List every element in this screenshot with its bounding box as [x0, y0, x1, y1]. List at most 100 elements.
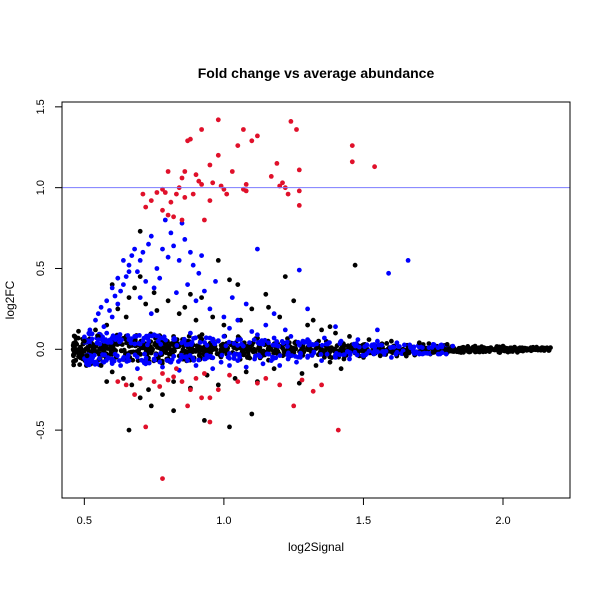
data-point-black — [137, 395, 143, 401]
data-point-blue — [207, 306, 213, 312]
data-point-blue — [109, 335, 115, 341]
data-point-blue — [165, 254, 171, 260]
data-point-black — [548, 345, 553, 351]
data-point-core — [198, 345, 204, 351]
data-point-blue — [185, 282, 191, 287]
data-point-red — [190, 191, 196, 197]
data-point-blue — [282, 327, 288, 333]
data-point-core-blue — [102, 352, 108, 358]
data-point-blue — [386, 270, 391, 276]
data-point-core-blue — [422, 350, 427, 356]
data-point-core-blue — [371, 342, 377, 347]
data-point-blue — [126, 269, 132, 275]
data-point-red — [229, 169, 235, 174]
data-point-core-blue — [301, 340, 307, 345]
data-point-red — [288, 119, 294, 124]
data-point-red — [193, 172, 199, 178]
y-tick-label: -0.5 — [35, 421, 47, 440]
data-point-black — [305, 322, 310, 328]
data-point-blue — [210, 366, 216, 372]
data-point-red — [199, 395, 205, 401]
data-point-blue — [319, 358, 324, 363]
data-point-black — [327, 359, 333, 365]
data-point-black — [154, 308, 160, 313]
data-point-black — [539, 346, 545, 352]
data-point-black — [402, 351, 408, 357]
data-point-blue — [123, 274, 129, 279]
data-point-core-blue — [227, 355, 232, 361]
data-point-black — [215, 258, 221, 263]
data-point-core — [172, 348, 177, 354]
data-point-black — [486, 348, 492, 354]
data-point-red — [202, 371, 207, 376]
data-point-blue — [333, 324, 338, 330]
data-point-core-blue — [223, 343, 229, 349]
data-point-black — [333, 330, 338, 336]
data-point-black — [202, 418, 207, 423]
data-point-core — [291, 347, 297, 353]
data-point-red — [199, 182, 205, 187]
data-point-core-blue — [235, 342, 241, 348]
data-point-black — [121, 376, 126, 381]
data-point-blue — [151, 356, 157, 362]
data-point-blue — [305, 355, 310, 360]
data-point-core — [247, 355, 253, 361]
data-point-black — [160, 392, 165, 397]
data-point-core-blue — [236, 352, 242, 357]
data-point-red — [162, 190, 168, 195]
data-point-core-blue — [117, 336, 122, 341]
data-point-red — [235, 379, 241, 384]
data-point-black — [73, 342, 79, 347]
data-point-core — [474, 349, 480, 354]
data-point-blue — [109, 285, 115, 291]
data-point-red — [280, 180, 285, 186]
data-point-blue — [285, 356, 291, 362]
data-point-core — [108, 347, 114, 353]
data-point-red — [215, 387, 221, 393]
data-point-core-blue — [298, 350, 303, 356]
x-tick-label: 0.5 — [77, 515, 92, 527]
data-point-core — [128, 349, 134, 355]
data-point-black — [444, 342, 450, 347]
data-point-black — [129, 382, 135, 388]
data-point-core-blue — [146, 333, 152, 339]
data-point-black — [109, 282, 115, 287]
data-point-blue — [249, 329, 255, 334]
data-point-blue — [126, 358, 132, 363]
data-point-blue — [218, 359, 224, 365]
data-point-core — [404, 347, 410, 353]
data-point-blue — [98, 304, 104, 310]
data-point-core — [138, 351, 144, 357]
data-point-blue — [121, 258, 126, 263]
data-point-black — [291, 298, 297, 304]
data-point-core-blue — [181, 338, 187, 344]
data-point-red — [291, 403, 297, 409]
data-point-blue — [135, 366, 140, 372]
y-tick-label: 0.5 — [35, 261, 47, 276]
data-point-black — [430, 350, 436, 355]
data-point-core-blue — [231, 352, 237, 358]
data-point-core-blue — [176, 359, 181, 364]
data-point-black — [93, 327, 98, 333]
data-point-red — [202, 217, 207, 223]
data-point-blue — [146, 241, 151, 247]
data-point-black — [188, 291, 193, 297]
data-point-blue — [202, 288, 207, 294]
data-point-core-blue — [109, 361, 115, 366]
data-point-blue — [294, 359, 299, 365]
data-point-black — [299, 371, 305, 376]
data-point-core-blue — [219, 352, 225, 358]
data-point-blue — [115, 301, 121, 307]
data-point-black — [176, 311, 182, 317]
data-point-black — [366, 337, 372, 342]
data-point-core-blue — [145, 342, 150, 348]
data-point-core-blue — [295, 354, 301, 360]
data-point-core-blue — [240, 343, 246, 349]
data-point-blue — [252, 356, 257, 362]
data-point-red — [285, 191, 291, 197]
data-point-black — [215, 382, 221, 388]
data-point-black — [171, 408, 177, 414]
data-point-core-blue — [227, 351, 232, 356]
data-point-red — [199, 127, 205, 132]
data-point-core-blue — [257, 354, 263, 360]
